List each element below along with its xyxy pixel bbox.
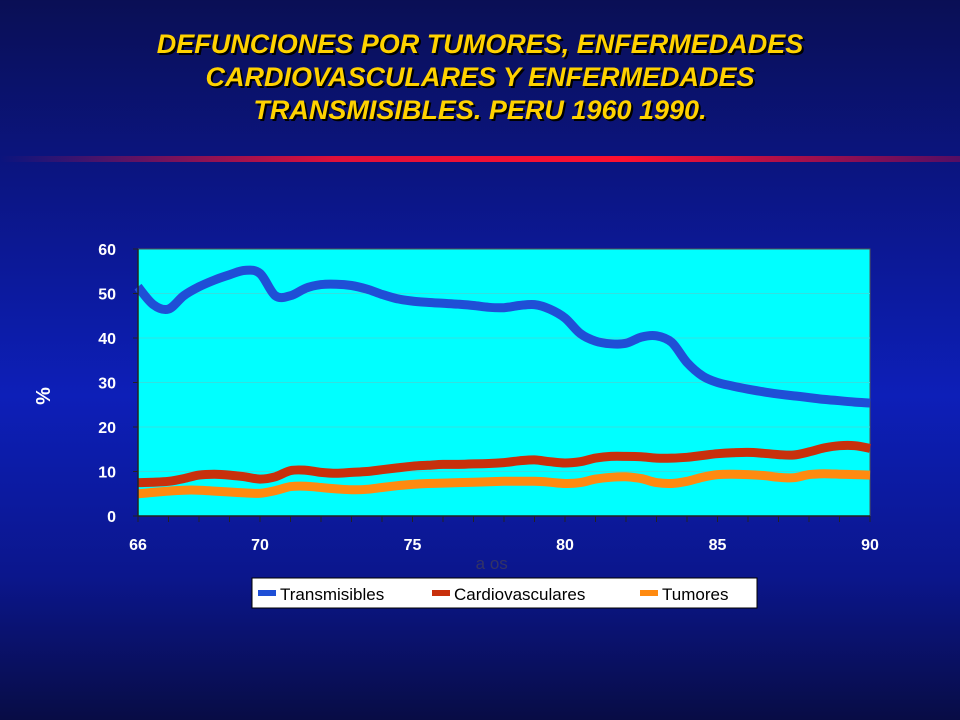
x-tick-label: 80	[556, 537, 574, 554]
y-tick-label: 30	[98, 376, 116, 393]
slide-title-line: TRANSMISIBLES. PERU 1960 1990.	[253, 95, 707, 125]
slide-title-line: DEFUNCIONES POR TUMORES, ENFERMEDADES	[156, 29, 804, 59]
legend-label-tumores: Tumores	[662, 585, 728, 604]
y-tick-label: 0	[107, 509, 116, 526]
x-tick-label: 70	[251, 537, 269, 554]
y-tick-label: 50	[98, 287, 116, 304]
legend-box	[251, 577, 758, 609]
slide-title: DEFUNCIONES POR TUMORES, ENFERMEDADES CA…	[30, 28, 930, 127]
x-tick-label: 90	[861, 537, 879, 554]
series-line-tumores	[137, 469, 871, 499]
legend-swatch-transmisibles	[258, 590, 276, 596]
ticks-layer: 0 10 20 30 40 50 60 66 70 75 80 85 90	[98, 242, 879, 554]
series-line-transmisibles	[134, 265, 871, 408]
legend-label-transmisibles: Transmisibles	[280, 585, 384, 604]
x-tick-label: 66	[129, 537, 147, 554]
x-tick-label: 85	[709, 537, 727, 554]
series-line-cardiovasculares	[137, 440, 871, 488]
title-divider	[0, 156, 960, 162]
legend-swatch-tumores	[640, 590, 658, 596]
y-tick-label: 40	[98, 331, 116, 348]
y-tick-label: 60	[98, 242, 116, 259]
slide-title-line: CARDIOVASCULARES Y ENFERMEDADES	[205, 62, 755, 92]
legend-label-cardiovasculares: Cardiovasculares	[454, 585, 585, 604]
y-axis-label: %	[33, 387, 55, 405]
x-axis-label: a os	[476, 554, 508, 573]
y-tick-label: 10	[98, 465, 116, 482]
y-tick-label: 20	[98, 420, 116, 437]
axes-layer	[133, 248, 871, 522]
series-layer	[134, 265, 871, 499]
legend-swatch-cardiovasculares	[432, 590, 450, 596]
legend: Transmisibles Cardiovasculares Tumores	[251, 577, 758, 609]
x-tick-label: 75	[404, 537, 422, 554]
